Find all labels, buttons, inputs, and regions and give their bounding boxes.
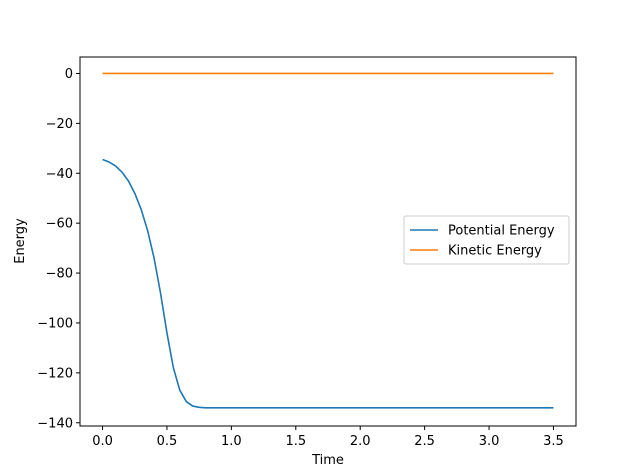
x-axis-title: Time: [311, 453, 344, 468]
y-tick-label: −40: [46, 167, 73, 182]
y-axis-title: Energy: [13, 218, 28, 264]
x-tick-label: 0.5: [157, 434, 178, 449]
plot-frame: [79, 56, 577, 427]
y-ticks: 0 −20 −40 −60 −80 −100 −120 −140: [37, 67, 80, 431]
legend: Potential Energy Kinetic Energy: [403, 215, 570, 265]
x-tick-label: 1.5: [285, 434, 306, 449]
y-tick-label: −20: [46, 117, 73, 132]
series-layer: [102, 72, 554, 409]
y-tick-label: −80: [46, 267, 73, 282]
x-tick-label: 0.0: [92, 434, 113, 449]
x-ticks: 0.0 0.5 1.0 1.5 2.0 2.5 3.0 3.5: [92, 426, 564, 449]
legend-label: Potential Energy: [448, 224, 555, 239]
y-tick-label: −120: [37, 366, 73, 381]
legend-box: [403, 215, 570, 265]
y-tick-label: 0: [65, 67, 73, 82]
x-tick-label: 3.0: [479, 434, 500, 449]
x-tick-label: 2.5: [414, 434, 435, 449]
y-tick-label: −100: [37, 316, 73, 331]
y-tick-label: −60: [46, 217, 73, 232]
series-line-potential-energy: [102, 158, 554, 409]
x-tick-label: 2.0: [350, 434, 371, 449]
y-tick-label: −140: [37, 416, 73, 431]
x-tick-label: 1.0: [221, 434, 242, 449]
x-tick-label: 3.5: [543, 434, 564, 449]
legend-label: Kinetic Energy: [448, 244, 542, 259]
